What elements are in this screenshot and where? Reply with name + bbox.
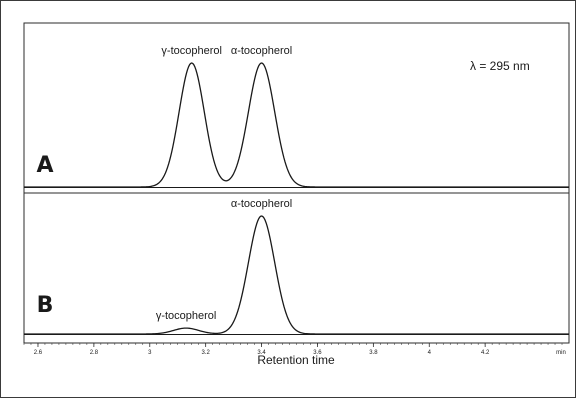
x-tick-label: 3.2 (201, 350, 210, 356)
x-unit-label: min (556, 350, 566, 356)
x-tick-label: 3.8 (369, 350, 378, 356)
x-tick-label: 3.6 (313, 350, 322, 356)
x-tick-label: 4.2 (481, 350, 490, 356)
x-axis-title: Retention time (257, 353, 335, 367)
peak-label: α-tocopherol (231, 45, 292, 57)
panel-a: Aγ-tocopherol α-tocopherol (24, 45, 569, 189)
x-tick-label: 3 (148, 350, 152, 356)
panel-letter: A (36, 153, 53, 178)
x-tick-label: 2.6 (34, 350, 43, 356)
x-tick-label: 4 (428, 350, 432, 356)
panel-letter: B (37, 293, 54, 318)
x-tick-label: 2.8 (90, 350, 99, 356)
x-axis: 2.6 2.8 3 3.2 3.4 3.6 3.8 4 4.2 min (23, 343, 566, 356)
wavelength-label: λ = 295 nm (470, 59, 530, 73)
peak-label: γ-tocopherol (156, 310, 217, 322)
peak-label: α-tocopherol (231, 198, 292, 210)
x-tick-label: 3.4 (257, 350, 266, 356)
peak-label: γ-tocopherol (161, 45, 222, 57)
panels-layer: Aγ-tocopherol α-tocopherol B γ-tocopherol α-… (24, 45, 569, 336)
